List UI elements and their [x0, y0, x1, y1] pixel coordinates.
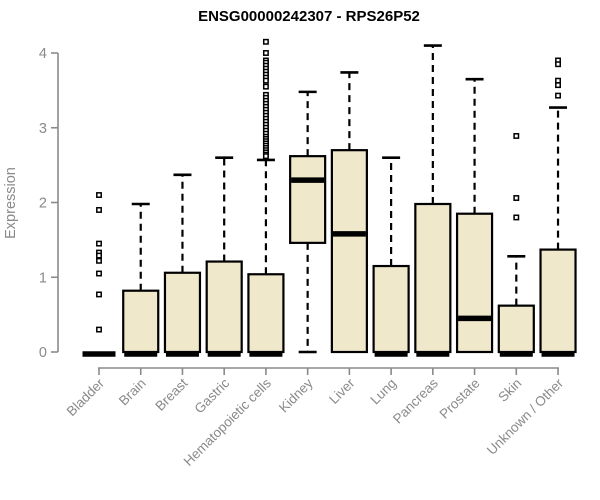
box-kidney: [289, 155, 327, 244]
outlier-point-bladder: [96, 240, 102, 247]
box-pancreas: [414, 202, 452, 354]
outlier-point-hematopoietic-cells: [262, 38, 269, 45]
category-label: Gastric: [191, 375, 232, 416]
box-gastric: [205, 260, 243, 354]
outlier-point-hematopoietic-cells: [262, 50, 269, 56]
outlier-point-unknown-other: [555, 82, 561, 89]
category-label: Brain: [116, 376, 149, 409]
box-brain: [122, 289, 160, 354]
box-unknown-other: [539, 248, 577, 354]
box-breast: [163, 271, 202, 354]
category-label: Pancreas: [390, 375, 441, 426]
outlier-point-bladder: [96, 326, 102, 333]
y-axis-title: Expression: [3, 167, 19, 239]
box-hematopoietic-cells: [247, 273, 285, 354]
outlier-point-bladder: [96, 192, 102, 198]
y-tick-label: 1: [39, 270, 47, 286]
y-tick-label: 0: [39, 345, 47, 361]
category-label: Lung: [367, 376, 399, 408]
outlier-point-bladder: [96, 291, 102, 298]
box-skin: [497, 304, 535, 354]
category-label: Liver: [326, 375, 358, 407]
outlier-point-bladder: [96, 252, 102, 259]
outlier-point-skin: [513, 195, 520, 201]
outlier-point-skin: [513, 133, 520, 139]
category-label: Unknown / Other: [484, 375, 567, 458]
outlier-point-hematopoietic-cells: [262, 153, 269, 160]
outlier-point-bladder: [96, 207, 102, 213]
category-label: Prostate: [437, 376, 483, 422]
outlier-point-bladder: [96, 257, 102, 264]
category-label: Bladder: [64, 375, 108, 419]
outlier-point-hematopoietic-cells: [262, 77, 269, 84]
box-lung: [372, 264, 410, 354]
category-label: Skin: [495, 376, 524, 405]
category-label: Kidney: [276, 375, 316, 415]
outlier-point-hematopoietic-cells: [262, 83, 269, 90]
outlier-point-unknown-other: [555, 61, 561, 68]
chart-title: ENSG00000242307 - RPS26P52: [198, 8, 420, 25]
y-tick-label: 2: [39, 196, 47, 212]
outlier-point-bladder: [96, 270, 102, 277]
y-tick-label: 3: [39, 121, 47, 137]
category-label: Breast: [152, 375, 190, 413]
y-tick-label: 4: [39, 46, 47, 62]
box-prostate: [455, 212, 494, 354]
outlier-point-unknown-other: [555, 92, 561, 99]
outlier-point-skin: [513, 214, 520, 221]
box-liver: [330, 149, 368, 354]
